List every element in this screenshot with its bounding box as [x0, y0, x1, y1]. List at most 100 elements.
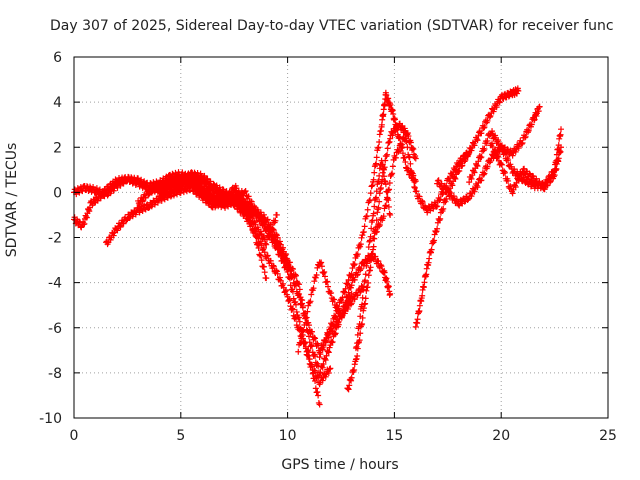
data-point — [154, 186, 161, 193]
data-point — [371, 203, 378, 210]
chart-title: Day 307 of 2025, Sidereal Day-to-day VTE… — [50, 18, 614, 34]
data-point — [379, 161, 386, 168]
data-point — [376, 222, 383, 229]
data-point — [465, 195, 472, 202]
data-point — [351, 361, 358, 368]
data-series — [71, 85, 565, 408]
data-point — [555, 155, 562, 162]
data-point — [301, 322, 308, 329]
data-point — [505, 93, 512, 100]
axis-ticks: 0 5 10 15 20 25 -10 -8 -6 -4 -2 0 2 4 6 — [39, 50, 617, 444]
data-point — [356, 320, 363, 327]
data-point — [94, 197, 101, 204]
data-point — [486, 114, 493, 121]
data-point — [380, 165, 387, 172]
data-point — [116, 222, 123, 229]
data-point — [351, 276, 358, 283]
data-point — [484, 117, 491, 124]
data-point — [387, 290, 394, 297]
data-point — [416, 193, 423, 200]
data-point — [276, 238, 283, 245]
data-point — [362, 277, 369, 284]
data-point — [144, 182, 151, 189]
data-point — [296, 324, 303, 331]
data-point — [492, 146, 499, 153]
data-point — [303, 314, 310, 321]
data-point — [405, 133, 412, 140]
data-point — [332, 313, 339, 320]
data-point — [370, 246, 377, 253]
data-point — [378, 180, 385, 187]
series-arc-15 — [487, 140, 565, 197]
data-point — [83, 214, 90, 221]
data-point — [298, 335, 305, 342]
data-point — [354, 292, 361, 299]
data-point — [326, 366, 333, 373]
data-point — [123, 217, 130, 224]
data-point — [378, 121, 385, 128]
data-point — [362, 271, 369, 278]
data-point — [308, 291, 315, 298]
data-point — [507, 183, 514, 190]
data-point — [286, 297, 293, 304]
data-point — [434, 203, 441, 210]
data-point — [114, 227, 121, 234]
data-point — [373, 154, 380, 161]
data-point — [203, 179, 210, 186]
data-point — [443, 195, 450, 202]
data-point — [314, 388, 321, 395]
data-point — [383, 196, 390, 203]
data-point — [522, 133, 529, 140]
data-point — [354, 331, 361, 338]
data-point — [473, 162, 480, 169]
data-point — [327, 365, 334, 372]
data-point — [255, 245, 262, 252]
x-tick-label: 0 — [70, 428, 79, 444]
data-point — [418, 197, 425, 204]
data-point — [320, 342, 327, 349]
data-point — [558, 126, 565, 133]
data-point — [410, 177, 417, 184]
data-point — [489, 140, 496, 147]
data-point — [455, 201, 462, 208]
data-point — [299, 297, 306, 304]
data-point — [515, 87, 522, 94]
data-point — [389, 163, 396, 170]
data-point — [434, 225, 441, 232]
data-point — [164, 189, 171, 196]
data-point — [521, 134, 528, 141]
series-arc-7 — [295, 251, 394, 355]
data-point — [186, 187, 193, 194]
data-point — [167, 193, 174, 200]
data-point — [321, 268, 328, 275]
data-point — [341, 302, 348, 309]
data-point — [277, 241, 284, 248]
data-point — [324, 278, 331, 285]
data-point — [338, 313, 345, 320]
data-point — [272, 217, 279, 224]
data-point — [339, 294, 346, 301]
data-point — [292, 271, 299, 278]
data-point — [111, 182, 118, 189]
x-tick-label: 10 — [279, 428, 297, 444]
data-point — [368, 225, 375, 232]
data-point — [462, 157, 469, 164]
data-point — [468, 147, 475, 154]
data-point — [274, 270, 281, 277]
data-point — [431, 237, 438, 244]
data-point — [387, 211, 394, 218]
data-point — [405, 153, 412, 160]
data-point — [363, 262, 370, 269]
data-point — [263, 241, 270, 248]
data-point — [197, 175, 204, 182]
data-point — [378, 263, 385, 270]
data-point — [248, 198, 255, 205]
data-point — [320, 361, 327, 368]
data-point — [348, 374, 355, 381]
data-point — [376, 131, 383, 138]
x-tick-label: 25 — [599, 428, 617, 444]
x-tick-label: 15 — [385, 428, 403, 444]
data-point — [386, 179, 393, 186]
data-point — [376, 223, 383, 230]
data-point — [289, 266, 296, 273]
